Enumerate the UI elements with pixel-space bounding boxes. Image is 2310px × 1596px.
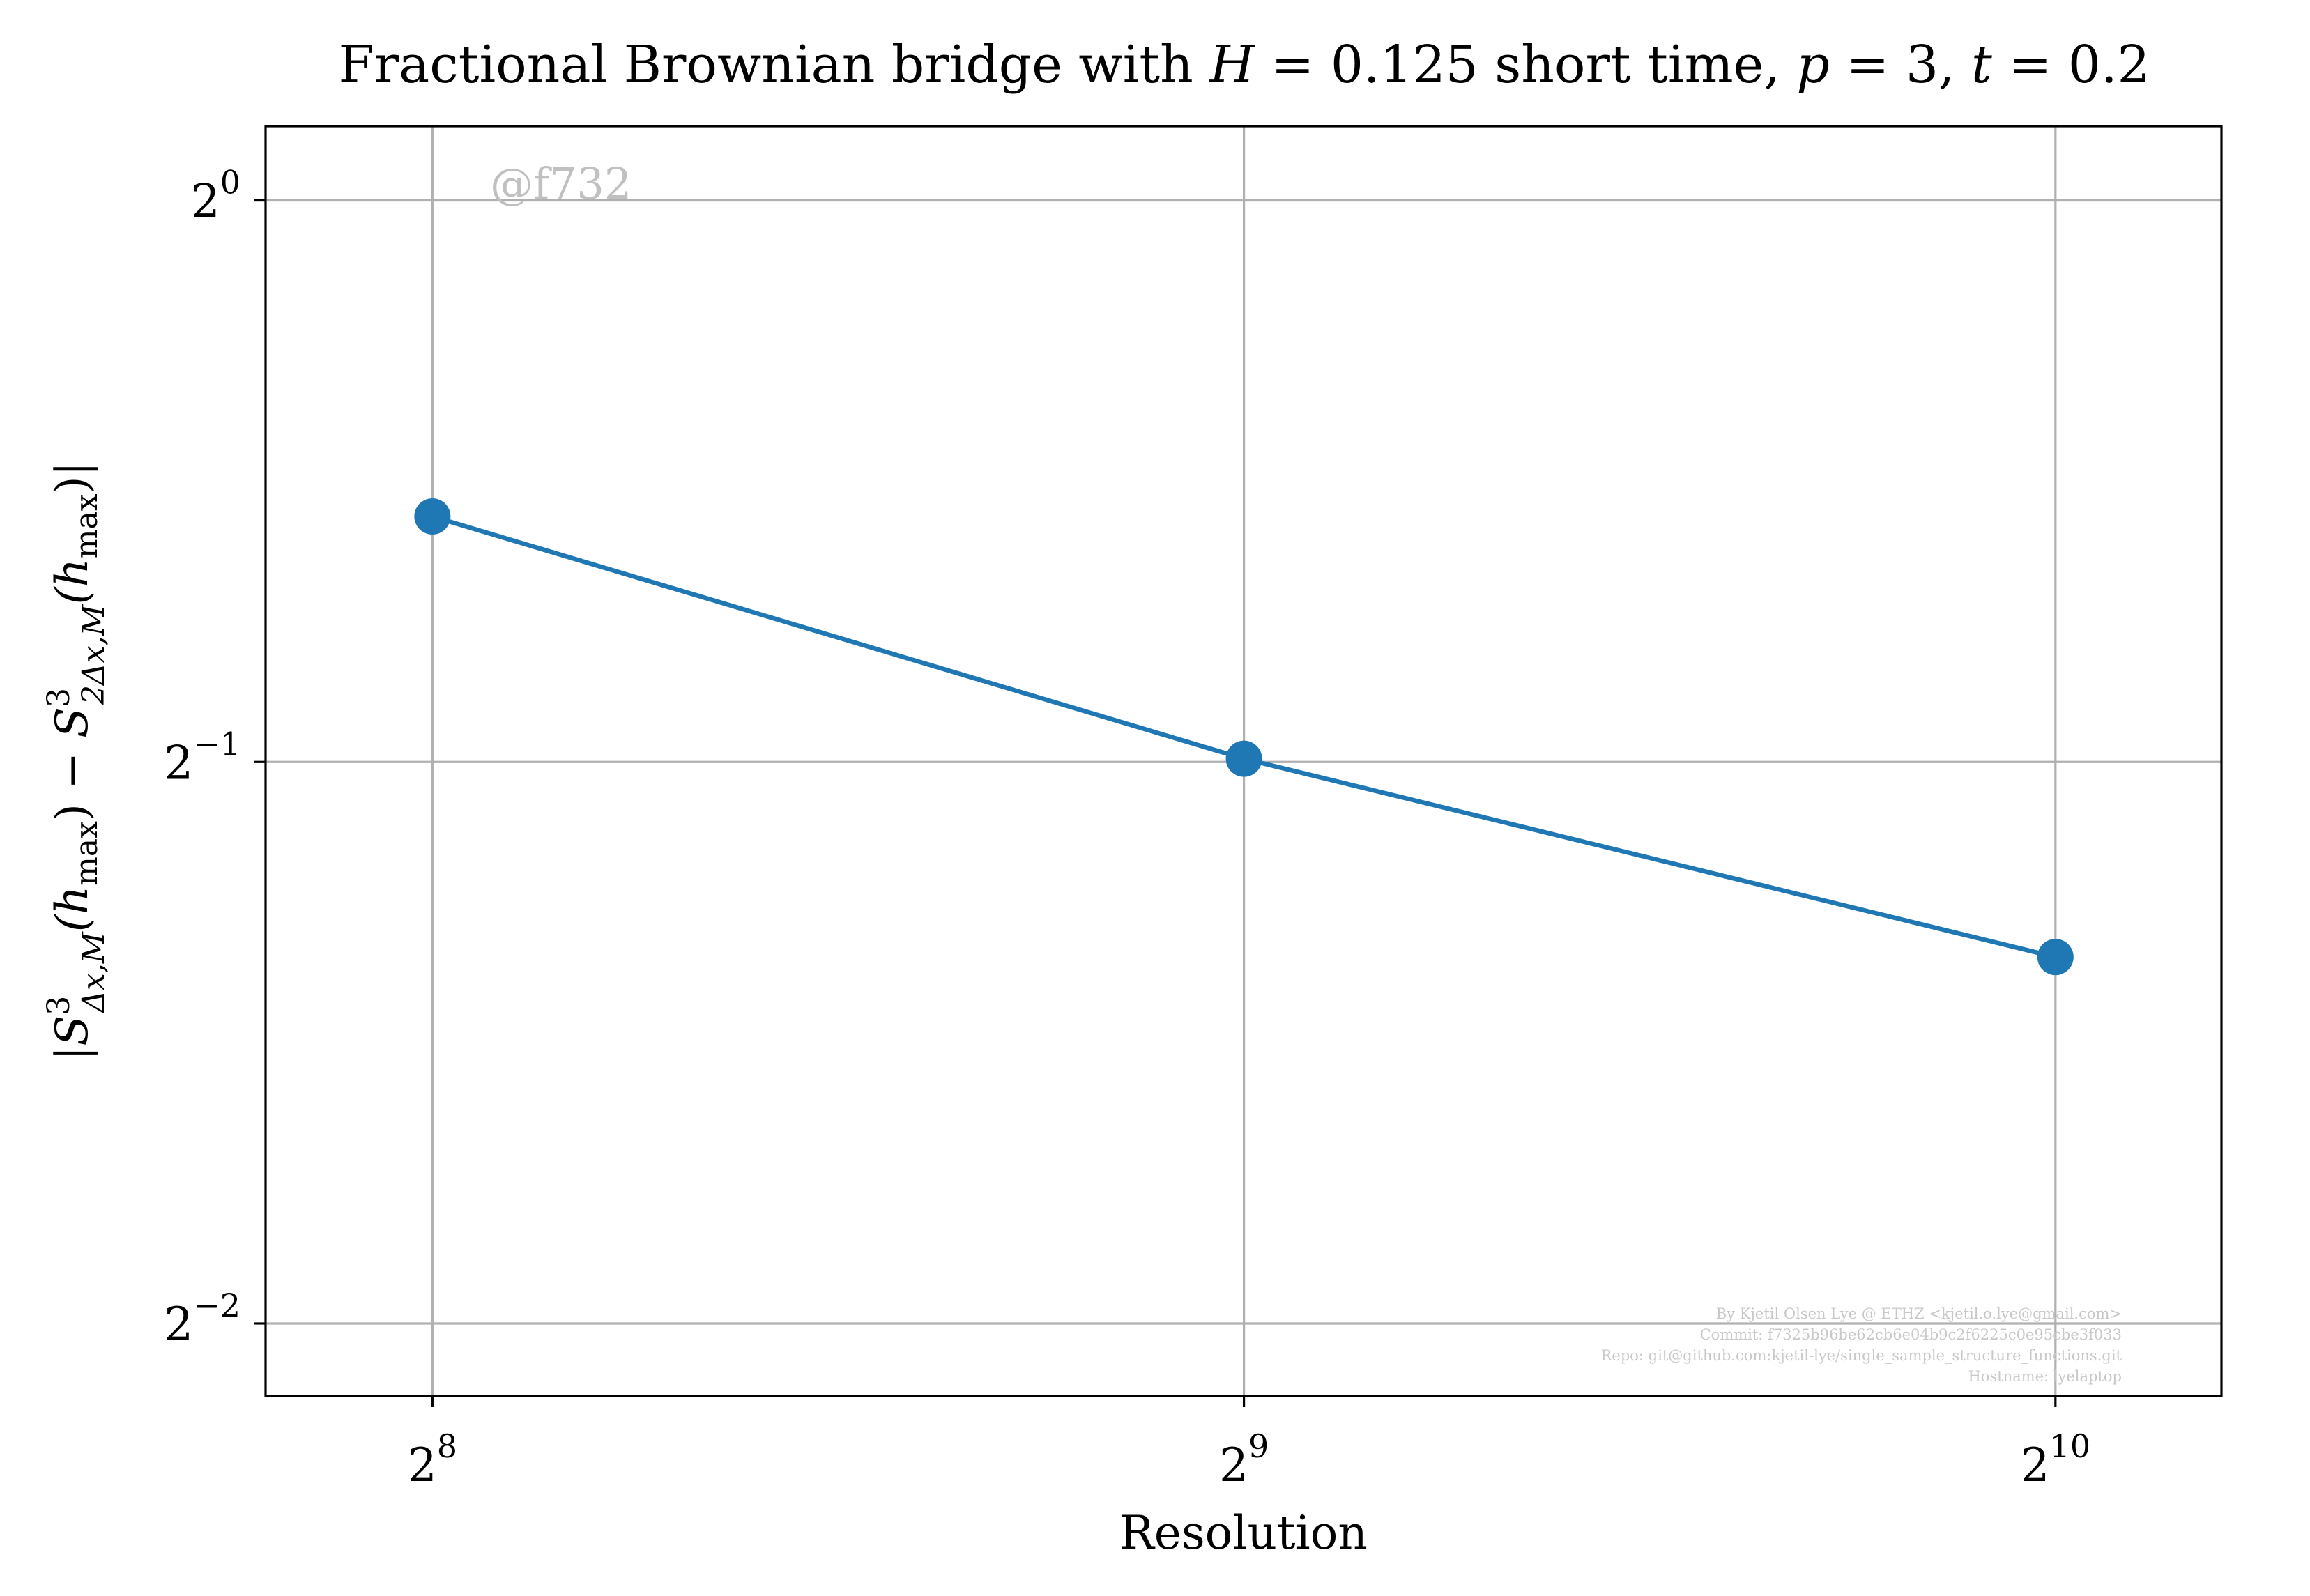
x-tick-label: 28 — [408, 1427, 457, 1492]
y-tick-label: 2−1 — [164, 725, 240, 790]
credit-line: By Kjetil Olsen Lye @ ETHZ <kjetil.o.lye… — [1716, 1305, 2122, 1322]
title-part: p — [1797, 35, 1830, 95]
title-part: Fractional Brownian bridge with — [338, 35, 1209, 95]
y-ticks: 20 2−1 2−2 — [164, 164, 266, 1351]
data-point — [1225, 740, 1262, 777]
title-part: = 0.125 short time, — [1255, 35, 1797, 95]
credits: By Kjetil Olsen Lye @ ETHZ <kjetil.o.lye… — [1601, 1305, 2122, 1385]
y-tick-label: 20 — [191, 164, 240, 229]
title-part: = 0.2 — [1992, 35, 2150, 95]
y-axis-label: |S3Δx,M(hmax) − S32Δx,M(hmax)| — [41, 461, 112, 1061]
x-ticks: 28 29 210 — [408, 1396, 2090, 1492]
x-axis-label: Resolution — [1119, 1506, 1368, 1560]
data-point — [2037, 939, 2074, 976]
x-tick-label: 210 — [2021, 1427, 2091, 1492]
data-point — [414, 498, 451, 535]
credit-line: Commit: f7325b96be62cb6e04b9c2f6225c0e95… — [1700, 1326, 2122, 1343]
credit-line: Repo: git@github.com:kjetil-lye/single_s… — [1601, 1347, 2122, 1364]
x-tick-label: 29 — [1219, 1427, 1269, 1492]
y-tick-label: 2−2 — [164, 1287, 240, 1351]
title-part: = 3, — [1830, 35, 1971, 95]
series-group — [414, 498, 2074, 976]
chart-title: Fractional Brownian bridge with H = 0.12… — [338, 35, 2150, 95]
title-part: H — [1208, 35, 1255, 95]
credit-line: Hostname: lyelaptop — [1968, 1368, 2122, 1385]
title-part: t — [1971, 35, 1992, 95]
watermark: @f732 — [490, 158, 632, 209]
